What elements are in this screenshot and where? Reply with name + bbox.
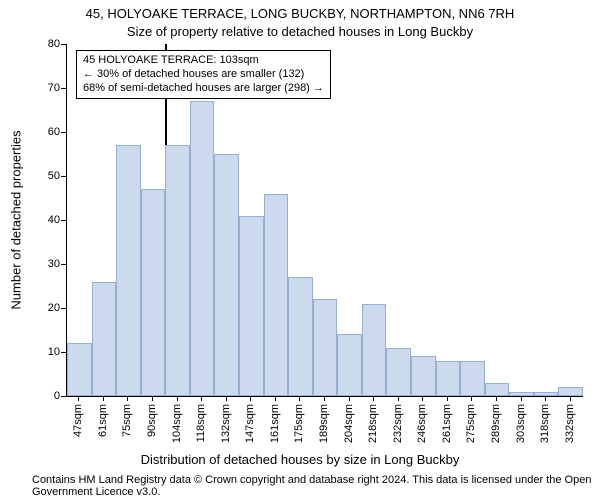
x-tick-label: 104sqm [171,404,183,443]
x-tick-mark [471,396,472,401]
y-tick-label: 80 [38,38,60,50]
histogram-bar [116,145,141,396]
chart-subtitle: Size of property relative to detached ho… [0,24,600,39]
y-tick-mark [61,308,66,309]
x-tick-mark [299,396,300,401]
x-tick-label: 303sqm [515,404,527,443]
x-tick-label: 90sqm [146,404,158,437]
x-tick-label: 332sqm [564,404,576,443]
x-tick-mark [545,396,546,401]
y-tick-mark [61,220,66,221]
x-tick-label: 47sqm [72,404,84,437]
histogram-bar [264,194,289,396]
x-tick-mark [373,396,374,401]
y-tick-label: 40 [38,214,60,226]
attribution-text: Contains HM Land Registry data © Crown c… [0,474,600,498]
x-tick-mark [103,396,104,401]
x-tick-label: 175sqm [293,404,305,443]
x-tick-mark [177,396,178,401]
y-tick-mark [61,264,66,265]
x-tick-mark [496,396,497,401]
x-tick-label: 232sqm [392,404,404,443]
histogram-bar [337,334,362,396]
x-tick-mark [250,396,251,401]
y-tick-mark [61,44,66,45]
y-tick-label: 30 [38,258,60,270]
x-tick-label: 147sqm [244,404,256,443]
histogram-bar [67,343,92,396]
y-tick-mark [61,132,66,133]
histogram-bar [460,361,485,396]
y-tick-label: 20 [38,302,60,314]
annotation-line: ← 30% of detached houses are smaller (13… [83,68,324,82]
histogram-bar [558,387,583,396]
histogram-bar [436,361,461,396]
y-tick-mark [61,396,66,397]
x-tick-label: 218sqm [367,404,379,443]
x-tick-label: 275sqm [465,404,477,443]
annotation-line: 68% of semi-detached houses are larger (… [83,82,324,96]
x-tick-label: 246sqm [416,404,428,443]
y-tick-label: 50 [38,170,60,182]
x-tick-mark [570,396,571,401]
x-tick-mark [152,396,153,401]
y-tick-label: 70 [38,82,60,94]
x-tick-label: 289sqm [490,404,502,443]
histogram-bar [485,383,510,396]
x-tick-label: 189sqm [318,404,330,443]
x-tick-mark [398,396,399,401]
x-axis-label: Distribution of detached houses by size … [0,452,600,467]
y-tick-mark [61,88,66,89]
x-tick-mark [201,396,202,401]
histogram-bar [165,145,190,396]
x-tick-mark [127,396,128,401]
x-tick-mark [78,396,79,401]
y-axis-label: Number of detached properties [9,130,24,309]
histogram-bar [313,299,338,396]
annotation-box: 45 HOLYOAKE TERRACE: 103sqm← 30% of deta… [76,50,331,99]
histogram-bar [214,154,239,396]
chart-title: 45, HOLYOAKE TERRACE, LONG BUCKBY, NORTH… [0,6,600,21]
x-tick-mark [226,396,227,401]
x-tick-mark [422,396,423,401]
x-tick-label: 132sqm [220,404,232,443]
histogram-bar [411,356,436,396]
x-tick-label: 204sqm [343,404,355,443]
y-tick-label: 10 [38,346,60,358]
chart-container: { "title_main": "45, HOLYOAKE TERRACE, L… [0,0,600,500]
x-tick-mark [275,396,276,401]
histogram-bar [92,282,117,396]
histogram-bar [509,392,534,396]
histogram-bar [386,348,411,396]
y-tick-label: 60 [38,126,60,138]
y-tick-mark [61,352,66,353]
x-tick-mark [447,396,448,401]
x-tick-label: 75sqm [121,404,133,437]
x-tick-label: 118sqm [195,404,207,442]
histogram-bar [239,216,264,396]
histogram-bar [288,277,313,396]
x-tick-mark [349,396,350,401]
histogram-bar [141,189,166,396]
y-tick-mark [61,176,66,177]
x-tick-label: 161sqm [269,404,281,443]
x-tick-label: 318sqm [539,404,551,443]
x-tick-label: 61sqm [97,404,109,437]
y-tick-label: 0 [38,390,60,402]
x-tick-mark [521,396,522,401]
annotation-line: 45 HOLYOAKE TERRACE: 103sqm [83,54,324,68]
x-tick-mark [324,396,325,401]
histogram-bar [362,304,387,396]
x-tick-label: 261sqm [441,404,453,443]
histogram-bar [190,101,215,396]
